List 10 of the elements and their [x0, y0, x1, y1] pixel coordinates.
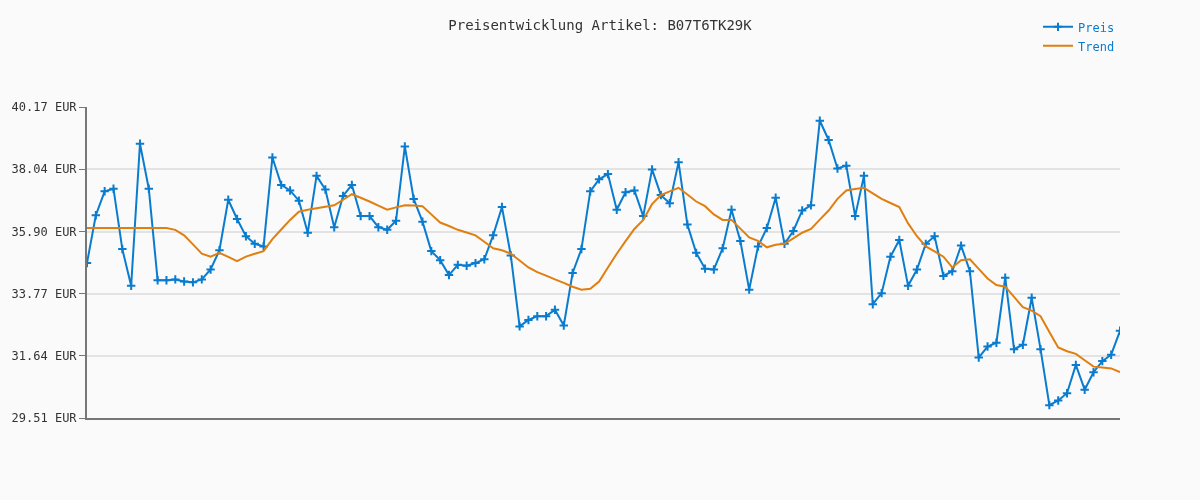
y-tick-label: 35.90 EUR: [11, 224, 78, 239]
chart-title: Preisentwicklung Artikel: B07T6TK29K: [448, 16, 753, 33]
y-tick-label: 38.04 EUR: [11, 162, 78, 177]
legend-label: Trend: [1078, 39, 1115, 54]
line-series: [87, 186, 1120, 374]
legend-label: Preis: [1078, 20, 1115, 35]
y-tick-label: 33.77 EUR: [11, 286, 78, 301]
y-tick-label: 40.17 EUR: [11, 100, 78, 115]
y-tick-label: 31.64 EUR: [11, 349, 78, 364]
y-tick-label: 29.51 EUR: [11, 411, 78, 426]
